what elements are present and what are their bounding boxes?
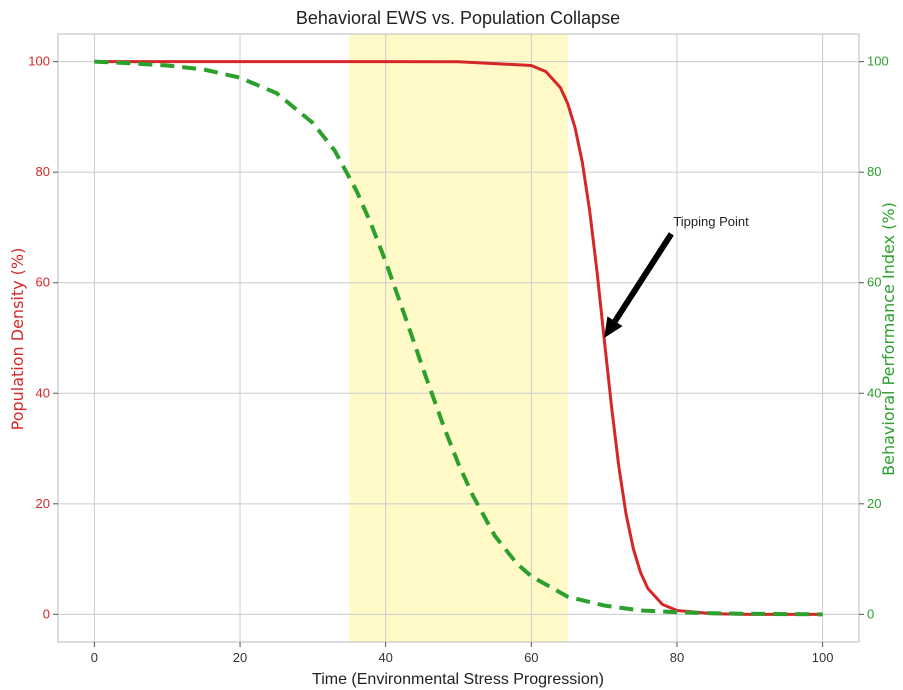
tipping-point-annotation: Tipping Point xyxy=(604,214,749,338)
plot-area xyxy=(58,34,859,642)
plot-border xyxy=(57,33,860,643)
y-axis-left-ticks: 0 20 40 60 80 100 xyxy=(28,54,58,621)
annotation-arrow-shaft xyxy=(612,232,674,323)
y-left-tick-label: 80 xyxy=(36,164,50,179)
y-left-tick-label: 100 xyxy=(28,54,50,69)
y-right-tick-label: 40 xyxy=(867,385,881,400)
y-left-tick-label: 20 xyxy=(36,496,50,511)
y-right-tick-label: 80 xyxy=(867,164,881,179)
x-tick-label: 80 xyxy=(670,650,684,665)
y-right-tick-label: 0 xyxy=(867,606,874,621)
y-left-tick-label: 60 xyxy=(36,275,50,290)
x-tick-label: 60 xyxy=(524,650,538,665)
x-tick-label: 100 xyxy=(812,650,834,665)
y-left-tick-label: 0 xyxy=(43,606,50,621)
plot-frame xyxy=(57,33,860,643)
x-tick-label: 0 xyxy=(91,650,98,665)
population-density-line xyxy=(94,60,823,616)
y-right-tick-label: 20 xyxy=(867,496,881,511)
x-tick-label: 20 xyxy=(233,650,247,665)
behavioral-index-line xyxy=(94,59,823,617)
y-right-tick-label: 100 xyxy=(867,54,889,69)
y-axis-right-ticks: 0 20 40 60 80 100 xyxy=(859,54,889,621)
series-layer xyxy=(94,59,823,617)
y-axis-right-label: Behavioral Performance Index (%) xyxy=(879,202,898,476)
x-axis-ticks: 0 20 40 60 80 100 xyxy=(91,642,834,665)
grid xyxy=(58,34,859,642)
chart-title: Behavioral EWS vs. Population Collapse xyxy=(296,8,620,28)
y-left-tick-label: 40 xyxy=(36,385,50,400)
y-axis-left-label: Population Density (%) xyxy=(8,248,27,431)
x-axis-label: Time (Environmental Stress Progression) xyxy=(312,671,604,688)
annotation-arrow-head xyxy=(604,316,623,338)
x-tick-label: 40 xyxy=(378,650,392,665)
y-right-tick-label: 60 xyxy=(867,275,881,290)
shaded-region xyxy=(349,34,568,642)
annotation-label: Tipping Point xyxy=(673,214,749,229)
